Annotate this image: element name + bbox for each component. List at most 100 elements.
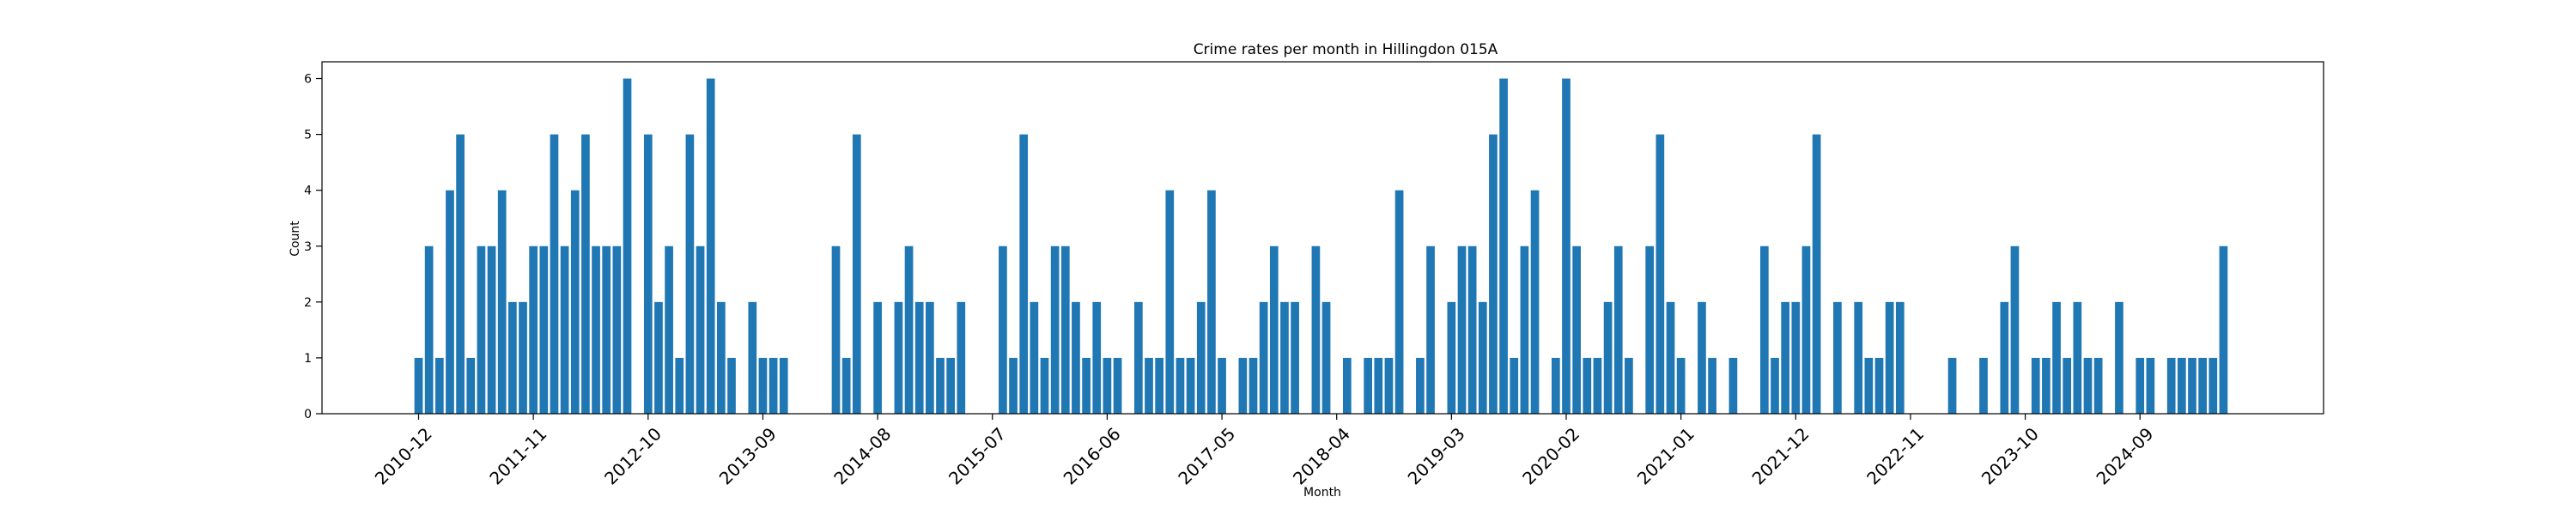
bar	[696, 245, 705, 414]
bar	[873, 301, 882, 414]
bar	[1572, 245, 1581, 414]
bar	[1384, 357, 1394, 414]
bar	[1447, 301, 1456, 414]
bar	[1864, 357, 1874, 414]
bar	[2052, 301, 2061, 414]
bar	[497, 190, 507, 414]
bar	[1416, 357, 1425, 414]
bar	[2208, 357, 2218, 414]
bar	[748, 301, 757, 414]
chart-title: Crime rates per month in Hillingdon 015A	[1194, 41, 1498, 58]
bar	[1801, 245, 1811, 414]
bar	[999, 245, 1007, 414]
bar	[2000, 301, 2009, 414]
bar	[1082, 357, 1091, 414]
bar	[727, 357, 736, 414]
bar	[758, 357, 768, 414]
bar	[592, 245, 600, 414]
bar	[1760, 245, 1769, 414]
bar	[434, 357, 444, 414]
bar	[1343, 357, 1352, 414]
bar	[1321, 301, 1331, 414]
bar	[1530, 190, 1540, 414]
bar	[1311, 245, 1321, 414]
bar	[841, 357, 851, 414]
bar	[1426, 245, 1435, 414]
bar	[1781, 301, 1789, 414]
bar	[894, 301, 903, 414]
bar	[1092, 301, 1102, 414]
bar	[456, 134, 465, 414]
bar	[1666, 301, 1675, 414]
bar	[1050, 245, 1060, 414]
bar	[1510, 357, 1519, 414]
bar	[550, 134, 559, 414]
bar	[1874, 357, 1884, 414]
bar	[1947, 357, 1957, 414]
bar	[1791, 301, 1801, 414]
bar	[1103, 357, 1112, 414]
bar	[717, 301, 726, 414]
bar	[1019, 134, 1029, 414]
bar	[519, 301, 527, 414]
bar	[446, 190, 454, 414]
y-tick-label: 2	[304, 296, 312, 310]
bar	[1645, 245, 1655, 414]
bar	[1364, 357, 1372, 414]
bar	[654, 301, 663, 414]
bar	[1457, 245, 1467, 414]
bar	[1698, 301, 1706, 414]
y-tick-label: 5	[304, 129, 312, 142]
bar	[477, 245, 486, 414]
bar	[957, 301, 966, 414]
bar	[1854, 301, 1863, 414]
bar	[914, 301, 924, 414]
bar	[1060, 245, 1070, 414]
bar	[581, 134, 590, 414]
bar	[1218, 357, 1226, 414]
bar	[2188, 357, 2196, 414]
bar	[665, 245, 673, 414]
bar	[936, 357, 945, 414]
bar	[466, 357, 476, 414]
bar	[560, 245, 569, 414]
bar	[1467, 245, 1477, 414]
bar	[487, 245, 496, 414]
bar	[675, 357, 684, 414]
bar	[1812, 134, 1821, 414]
bar	[926, 301, 934, 414]
bar	[1280, 301, 1289, 414]
y-axis: 0 1 2 3 4 5 6	[304, 73, 322, 421]
bar	[1478, 301, 1487, 414]
bar	[1613, 245, 1623, 414]
bar	[1979, 357, 1988, 414]
bar	[2063, 357, 2072, 414]
bar	[2136, 357, 2145, 414]
bar	[2198, 357, 2207, 414]
bar	[1155, 357, 1163, 414]
bar	[1072, 301, 1080, 414]
bar	[685, 134, 695, 414]
bar	[1552, 357, 1560, 414]
bar	[1562, 78, 1571, 415]
bar	[508, 301, 517, 414]
bar	[1708, 357, 1716, 414]
bar	[1603, 301, 1613, 414]
bar	[1625, 357, 1633, 414]
bar	[769, 357, 778, 414]
bar	[1113, 357, 1122, 414]
bar	[852, 134, 861, 414]
bar	[424, 245, 434, 414]
bar	[539, 245, 549, 414]
bar	[1593, 357, 1602, 414]
bar	[1145, 357, 1153, 414]
bar	[1165, 190, 1175, 414]
bar	[2093, 357, 2103, 414]
bar	[1259, 301, 1268, 414]
bar	[2178, 357, 2186, 414]
bar	[570, 190, 580, 414]
bar	[2219, 245, 2228, 414]
bar	[1134, 301, 1143, 414]
y-tick-label: 3	[304, 240, 312, 254]
